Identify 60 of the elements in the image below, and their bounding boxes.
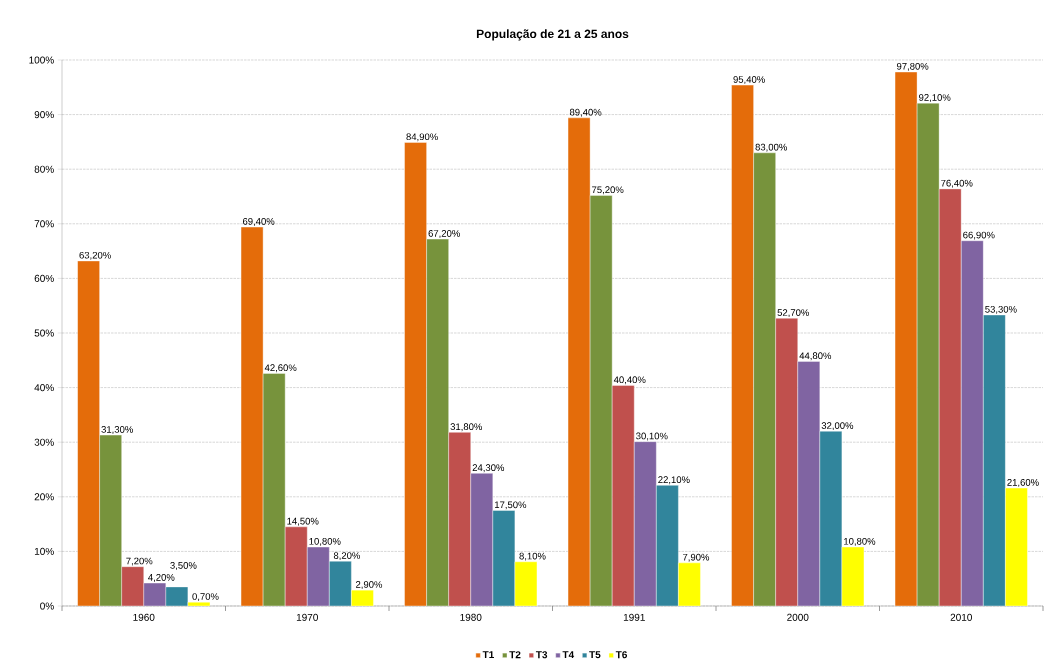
x-tick-label: 2010 (950, 613, 972, 621)
data-label: 76,40% (941, 179, 973, 188)
legend-label: T1 (482, 651, 494, 659)
y-tick-label: 100% (29, 56, 54, 64)
data-label: 22,10% (658, 476, 690, 485)
data-label: 3,50% (170, 562, 197, 570)
data-label: 44,80% (799, 352, 832, 361)
data-label: 10,80% (309, 537, 341, 546)
x-tick-label: 1991 (623, 613, 645, 621)
data-label: 92,10% (919, 94, 951, 102)
legend-label: T5 (589, 651, 601, 659)
data-label: 31,80% (450, 423, 483, 432)
data-label: 0,70% (192, 593, 219, 601)
legend-label: T3 (535, 651, 548, 659)
data-label: 63,20% (79, 251, 111, 260)
y-tick-label: 10% (34, 547, 54, 555)
data-label: 30,10% (636, 432, 668, 441)
data-label: 66,90% (963, 231, 995, 240)
data-label: 8,20% (333, 552, 361, 561)
y-tick-label: 80% (34, 165, 54, 173)
y-tick-label: 40% (34, 384, 54, 392)
data-label: 95,40% (733, 76, 765, 84)
data-label: 42,60% (264, 364, 297, 373)
data-label: 67,20% (428, 230, 460, 238)
legend-label: T4 (562, 651, 575, 659)
data-label: 10,80% (844, 537, 876, 546)
x-tick-label: 1960 (133, 613, 155, 621)
data-label: 32,00% (821, 422, 854, 431)
legend-label: T6 (615, 651, 628, 659)
data-label: 21,60% (1007, 479, 1039, 487)
data-label: 89,40% (569, 108, 602, 117)
x-tick-label: 1970 (296, 613, 318, 621)
data-label: 8,10% (519, 552, 546, 561)
data-label: 4,20% (148, 574, 175, 582)
data-label: 83,00% (755, 143, 787, 152)
y-tick-label: 20% (34, 493, 54, 501)
data-label: 31,30% (101, 426, 133, 434)
y-tick-label: 50% (34, 329, 54, 337)
data-label: 52,70% (777, 309, 810, 318)
data-label: 7,90% (683, 553, 710, 562)
data-label: 17,50% (495, 501, 527, 510)
y-tick-label: 0% (40, 602, 54, 610)
data-label: 40,40% (613, 376, 646, 385)
data-label: 24,30% (472, 464, 505, 473)
data-label: 75,20% (592, 186, 624, 195)
y-tick-label: 90% (34, 111, 54, 119)
data-label: 2,90% (355, 581, 383, 589)
y-tick-label: 70% (34, 220, 54, 228)
data-label: 14,50% (287, 517, 319, 526)
x-tick-label: 1980 (460, 613, 482, 621)
chart-title: População de 21 a 25 anos (476, 29, 629, 41)
x-tick-label: 2000 (787, 613, 809, 621)
legend-label: T2 (509, 651, 521, 659)
y-tick-label: 60% (34, 274, 54, 282)
data-label: 53,30% (985, 305, 1017, 314)
y-tick-label: 30% (34, 438, 54, 446)
data-label: 97,80% (896, 62, 929, 71)
data-label: 7,20% (126, 557, 153, 566)
data-label: 69,40% (242, 218, 275, 226)
data-label: 84,90% (406, 133, 438, 142)
